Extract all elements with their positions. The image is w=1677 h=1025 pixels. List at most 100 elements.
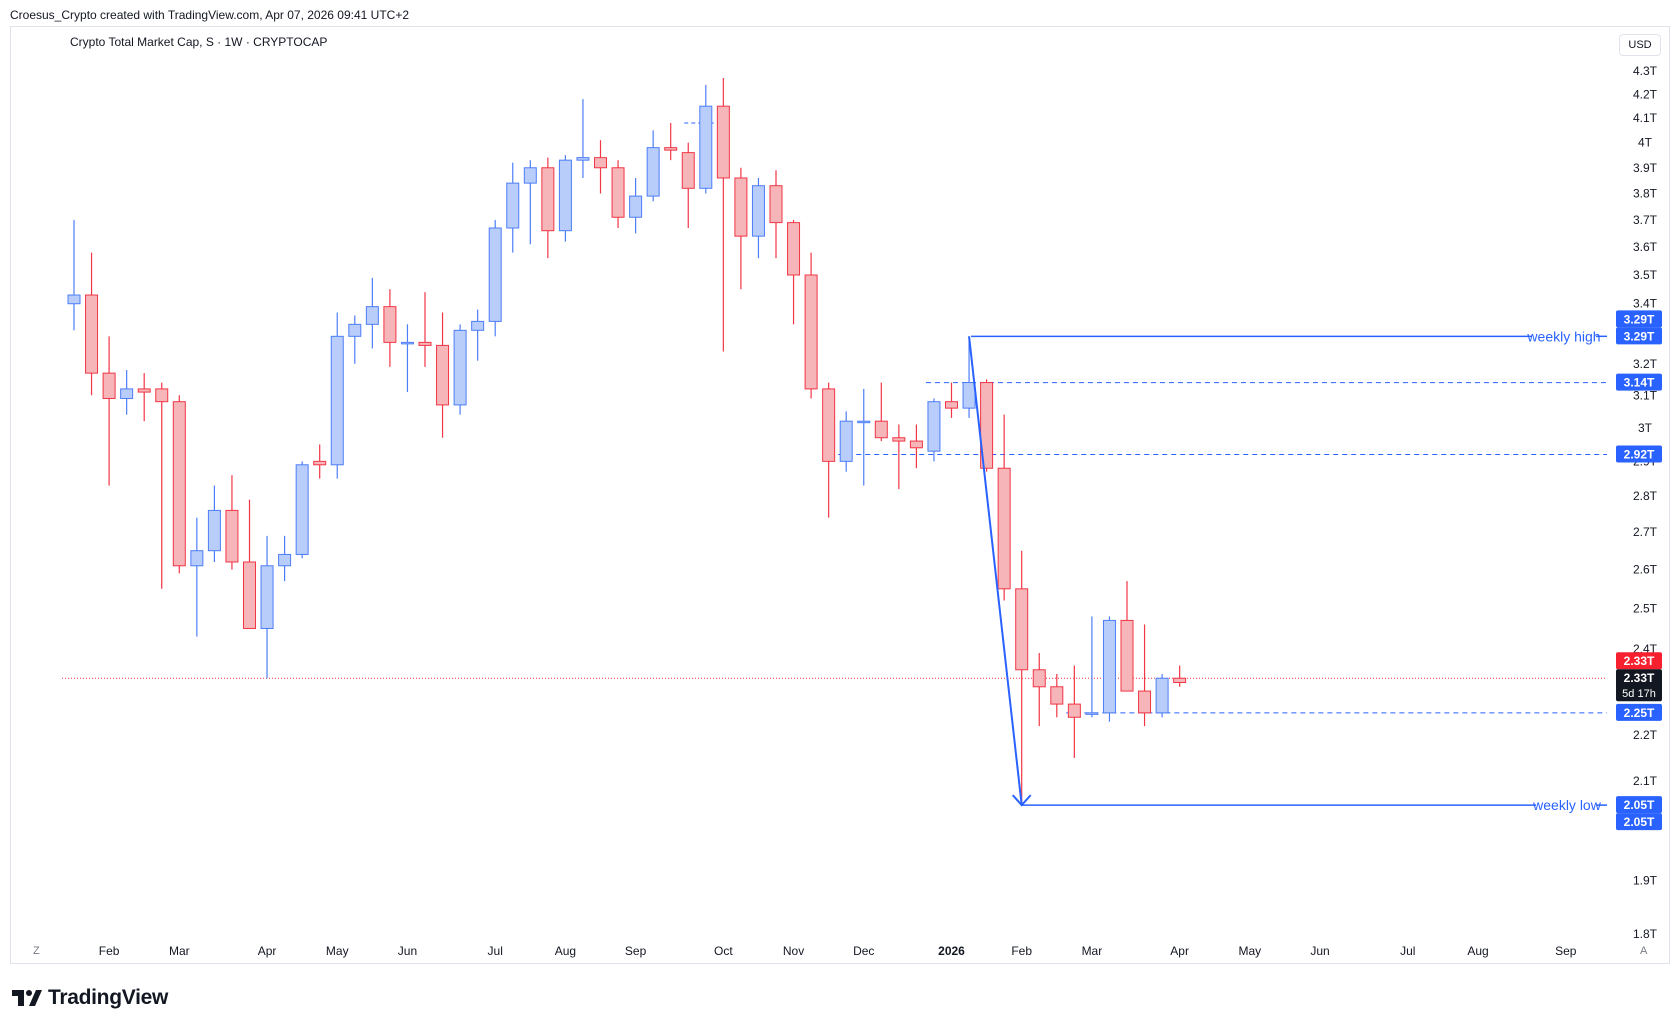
candle-body	[1120, 619, 1134, 692]
candle-body	[120, 388, 134, 399]
candle-body	[892, 437, 906, 442]
x-tick-label: Sep	[625, 944, 647, 958]
x-tick-label: Feb	[1011, 944, 1032, 958]
y-tick-label: 4.3T	[1633, 64, 1658, 78]
candle-body	[1015, 588, 1029, 671]
candle-body	[629, 195, 643, 218]
y-tick-label: 1.9T	[1633, 873, 1658, 887]
candle-body	[400, 341, 414, 345]
candle-body	[874, 420, 888, 439]
y-tick-label: 3.4T	[1633, 297, 1658, 311]
candle-body	[1173, 677, 1187, 684]
x-tick-label: Mar	[169, 944, 190, 958]
x-tick-label: Dec	[853, 944, 874, 958]
candle-body	[787, 222, 801, 276]
candle-body	[1102, 619, 1116, 714]
candle-body	[997, 467, 1011, 590]
price-tag-level-bg	[1616, 445, 1662, 463]
candle-body	[313, 460, 327, 466]
bar-countdown-label: 5d 17h	[1622, 688, 1656, 700]
candle-body	[67, 294, 81, 305]
y-tick-label: 4.2T	[1633, 87, 1658, 101]
tradingview-logo[interactable]: TradingView	[12, 986, 168, 1010]
candle-body	[137, 388, 151, 393]
candle-body	[1085, 712, 1099, 715]
weekly-high-label: weekly high	[1526, 328, 1600, 344]
price-tag-weekly-high: 3.29T	[1624, 329, 1655, 343]
candle-body	[664, 147, 678, 151]
candle-body	[734, 177, 748, 237]
candle-body	[980, 382, 994, 469]
weekly-low-label: weekly low	[1532, 797, 1602, 813]
candle-body	[436, 344, 450, 406]
x-tick-label: 2026	[938, 944, 965, 958]
candle-body	[857, 420, 871, 424]
symbol-title[interactable]: Crypto Total Market Cap, S · 1W · CRYPTO…	[70, 35, 328, 49]
y-tick-label: 3.9T	[1633, 161, 1658, 175]
y-tick-label: 2.7T	[1633, 525, 1658, 539]
candle-body	[243, 561, 256, 629]
x-tick-label: Aug	[555, 944, 576, 958]
y-tick-label: 3.2T	[1633, 357, 1658, 371]
trend-arrow-line	[968, 336, 1023, 806]
candle-body	[295, 464, 309, 555]
chart-attribution: Croesus_Crypto created with TradingView.…	[10, 8, 409, 22]
candle-body	[102, 372, 116, 399]
candle-body	[576, 157, 590, 161]
y-tick-label: 3.8T	[1633, 187, 1658, 201]
candle-body	[506, 182, 520, 229]
y-tick-label: 1.8T	[1633, 927, 1658, 941]
candle-body	[260, 565, 274, 629]
y-tick-label: 3.6T	[1633, 240, 1658, 254]
candle-body	[962, 382, 976, 409]
candle-body	[155, 388, 169, 403]
price-tag-weekly-low: 2.05T	[1624, 798, 1655, 812]
candle-body	[594, 157, 607, 169]
candle-body	[839, 420, 853, 462]
x-tick-label: Apr	[1170, 944, 1189, 958]
price-tag-level-bg	[1616, 703, 1662, 721]
price-tag-last-close-bg	[1616, 652, 1662, 670]
price-tag-weekly-high-top: 3.29T	[1624, 312, 1655, 326]
candle-body	[909, 440, 923, 449]
y-tick-label: 4T	[1638, 136, 1653, 150]
price-tag-weekly-high-top-bg	[1616, 310, 1662, 328]
chart-frame	[10, 26, 1670, 964]
candle-body	[927, 401, 941, 452]
y-tick-label: 3T	[1638, 421, 1653, 435]
tradingview-brand: TradingView	[48, 986, 169, 1009]
candle-body	[207, 509, 221, 552]
price-tag-level-bg	[1616, 373, 1662, 391]
y-tick-label: 2.6T	[1633, 563, 1658, 577]
currency-button[interactable]: USD	[1619, 34, 1661, 56]
auto-scale-a-button[interactable]: A	[1640, 945, 1648, 957]
y-tick-label: 2.8T	[1633, 489, 1658, 503]
x-tick-label: May	[326, 944, 349, 958]
price-tag-weekly-low-bottom: 2.05T	[1624, 815, 1655, 829]
candle-body	[769, 185, 783, 224]
x-tick-label: Jul	[488, 944, 503, 958]
x-tick-label: May	[1239, 944, 1262, 958]
candle-body	[1032, 669, 1046, 688]
candle-body	[278, 553, 292, 567]
candle-body	[330, 335, 344, 466]
candle-body	[751, 185, 765, 237]
price-tag-weekly-low-bottom-bg	[1616, 813, 1662, 831]
auto-scale-z-button[interactable]: Z	[33, 945, 40, 957]
x-tick-label: Jul	[1400, 944, 1415, 958]
x-tick-label: Mar	[1082, 944, 1103, 958]
candle-body	[453, 329, 467, 406]
candle-body	[1155, 677, 1169, 714]
y-tick-label: 3.5T	[1633, 268, 1658, 282]
x-tick-label: Sep	[1555, 944, 1577, 958]
x-tick-label: Nov	[783, 944, 804, 958]
candle-body	[348, 323, 362, 337]
y-tick-label: 3.7T	[1633, 213, 1658, 227]
x-tick-label: Apr	[258, 944, 277, 958]
candle-body	[611, 167, 625, 218]
candle-body	[523, 167, 537, 184]
tradingview-logo-icon	[12, 990, 42, 1006]
candle-body	[699, 105, 713, 189]
current-price-label: 2.33T	[1624, 671, 1655, 685]
